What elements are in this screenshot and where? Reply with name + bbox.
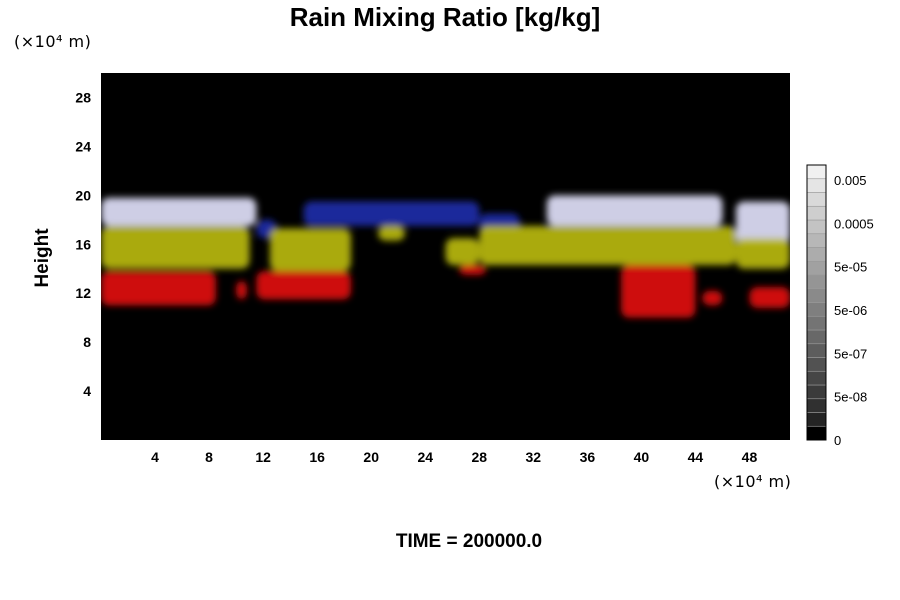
field-band-0-1	[546, 195, 723, 226]
chart-title: Rain Mixing Ratio [kg/kg]	[289, 2, 601, 32]
y-tick-label: 4	[83, 383, 91, 399]
colorbar-swatch	[806, 178, 827, 193]
colorbar-swatch	[806, 425, 827, 441]
y-tick-label: 24	[75, 138, 91, 154]
colorbar-swatch	[806, 329, 827, 345]
time-label: TIME = 200000.0	[395, 531, 543, 552]
field-band-0-2	[735, 201, 790, 245]
field-band-2-3	[445, 238, 480, 266]
x-tick-label: 8	[205, 449, 213, 465]
field-layers	[101, 195, 790, 318]
colorbar-swatch	[806, 357, 827, 372]
colorbar-swatch	[806, 205, 827, 221]
field-band-2-4	[479, 225, 736, 266]
x-tick-label: 12	[255, 449, 271, 465]
field-band-0-0	[101, 197, 257, 226]
x-axis-ticks: 4 8 12 16 20 24 28 32 36 40 44 48	[151, 435, 757, 465]
colorbar-swatch	[806, 343, 827, 358]
y-axis-unit: (×10⁴ m)	[14, 32, 92, 51]
field-band-3-2	[256, 271, 351, 300]
colorbar: 0.005 0.0005 5e-05 5e-06 5e-07 5e-08 0	[806, 164, 874, 448]
field-band-2-0	[101, 225, 250, 269]
colorbar-swatch	[806, 164, 827, 180]
x-tick-label: 48	[742, 449, 758, 465]
field-band-3-6	[749, 287, 790, 308]
field-band-3-0	[101, 271, 216, 306]
field-band-2-5	[735, 238, 790, 269]
field-band-1-1	[303, 201, 480, 226]
x-tick-label: 32	[526, 449, 542, 465]
colorbar-swatch	[806, 219, 827, 235]
colorbar-swatch	[806, 398, 827, 413]
colorbar-frame	[806, 164, 827, 441]
colorbar-swatch	[806, 192, 827, 207]
colorbar-swatch	[806, 315, 827, 331]
colorbar-label: 5e-07	[834, 346, 867, 361]
colorbar-swatch	[806, 247, 827, 262]
colorbar-swatch	[806, 274, 827, 290]
field-band-3-5	[702, 290, 723, 306]
colorbar-label: 0.005	[834, 173, 867, 188]
x-tick-label: 44	[688, 449, 704, 465]
colorbar-swatch	[806, 288, 827, 303]
x-tick-label: 28	[471, 449, 487, 465]
y-tick-label: 8	[83, 334, 91, 350]
colorbar-label: 5e-08	[834, 390, 867, 405]
colorbar-swatch	[806, 412, 827, 427]
colorbar-label: 0	[834, 433, 841, 448]
colorbar-swatch	[806, 302, 827, 317]
y-tick-label: 12	[75, 285, 91, 301]
x-tick-label: 20	[363, 449, 379, 465]
field-band-2-2	[377, 225, 405, 241]
x-tick-label: 40	[634, 449, 650, 465]
field-band-3-3	[459, 265, 487, 275]
field-band-3-1	[236, 280, 247, 300]
colorbar-swatch	[806, 384, 827, 400]
x-tick-label: 36	[580, 449, 596, 465]
x-tick-label: 16	[309, 449, 325, 465]
field-band-3-4	[621, 265, 696, 318]
colorbar-label: 5e-06	[834, 303, 867, 318]
colorbar-label: 5e-05	[834, 260, 867, 275]
y-tick-label: 20	[75, 187, 91, 203]
x-tick-label: 4	[151, 449, 159, 465]
colorbar-label: 0.0005	[834, 216, 874, 231]
colorbar-swatch	[806, 260, 827, 276]
y-tick-label: 28	[75, 89, 91, 105]
x-tick-label: 24	[417, 449, 433, 465]
colorbar-swatch	[806, 370, 827, 386]
y-tick-label: 16	[75, 236, 91, 252]
colorbar-swatch	[806, 233, 827, 248]
field-band-2-1	[269, 228, 351, 272]
x-axis-unit: (×10⁴ m)	[714, 472, 792, 491]
y-axis-ticks: 4 8 12 16 20 24 28	[75, 89, 91, 399]
